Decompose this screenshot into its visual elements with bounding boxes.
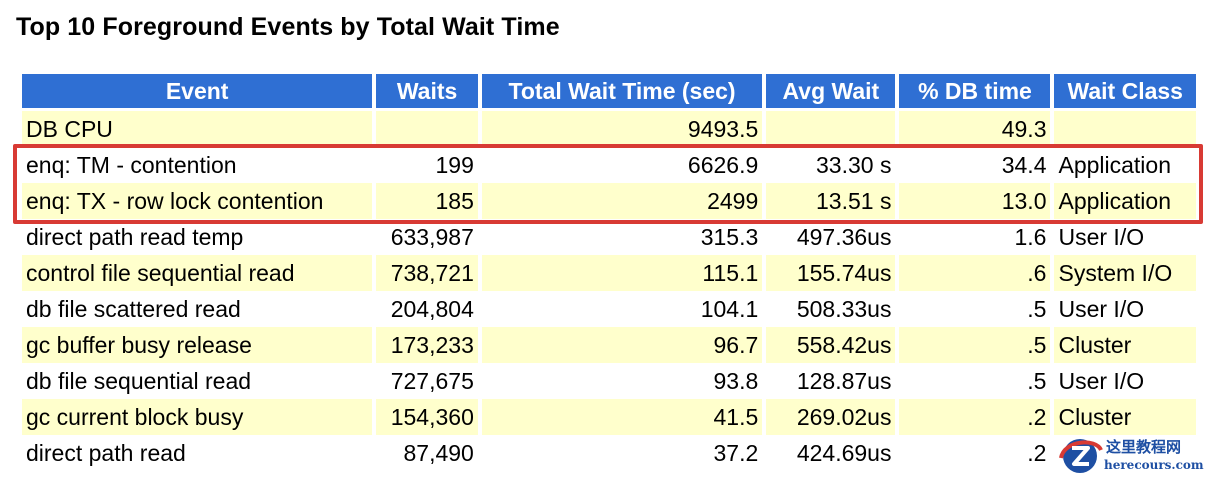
cell-total-wait: 315.3 <box>481 219 763 255</box>
cell-pct-db-time: .2 <box>899 399 1051 435</box>
cell-pct-db-time: .6 <box>899 255 1051 291</box>
cell-avg-wait: 424.69us <box>766 435 896 471</box>
cell-avg-wait: 269.02us <box>766 399 896 435</box>
cell-event: db file scattered read <box>22 291 373 327</box>
cell-event: DB CPU <box>22 111 373 147</box>
table-row: enq: TM - contention 199 6626.9 33.30 s 34.4… <box>22 147 1196 183</box>
cell-wait-class: Cluster <box>1054 399 1196 435</box>
cell-pct-db-time: 34.4 <box>899 147 1051 183</box>
cell-event: control file sequential read <box>22 255 373 291</box>
cell-avg-wait: 33.30 s <box>766 147 896 183</box>
cell-avg-wait: 508.33us <box>766 291 896 327</box>
cell-pct-db-time: .5 <box>899 327 1051 363</box>
col-header-wait-class: Wait Class <box>1054 74 1196 111</box>
cell-pct-db-time: .5 <box>899 363 1051 399</box>
table-row: gc buffer busy release 173,233 96.7 558.42u… <box>22 327 1196 363</box>
cell-waits: 173,233 <box>376 327 478 363</box>
cell-wait-class: Application <box>1054 147 1196 183</box>
cell-wait-class <box>1054 111 1196 147</box>
table-row: direct path read 87,490 37.2 424.69us .2 <box>22 435 1196 471</box>
cell-event: db file sequential read <box>22 363 373 399</box>
cell-pct-db-time: 13.0 <box>899 183 1051 219</box>
report-title: Top 10 Foreground Events by Total Wait T… <box>16 13 560 41</box>
cell-avg-wait: 155.74us <box>766 255 896 291</box>
cell-total-wait: 9493.5 <box>481 111 763 147</box>
table-row: direct path read temp 633,987 315.3 497.36u… <box>22 219 1196 255</box>
cell-waits: 199 <box>376 147 478 183</box>
table-row: control file sequential read 738,721 115.1… <box>22 255 1196 291</box>
cell-avg-wait: 128.87us <box>766 363 896 399</box>
cell-total-wait: 93.8 <box>481 363 763 399</box>
col-header-pct-db-time: % DB time <box>899 74 1051 111</box>
cell-event: enq: TX - row lock contention <box>22 183 373 219</box>
cell-event: enq: TM - contention <box>22 147 373 183</box>
cell-total-wait: 37.2 <box>481 435 763 471</box>
cell-event: gc buffer busy release <box>22 327 373 363</box>
table-row: gc current block busy 154,360 41.5 269.02us… <box>22 399 1196 435</box>
cell-total-wait: 41.5 <box>481 399 763 435</box>
cell-waits: 633,987 <box>376 219 478 255</box>
watermark-text-url: herecours.com <box>1104 458 1204 472</box>
cell-event: direct path read <box>22 435 373 471</box>
cell-total-wait: 96.7 <box>481 327 763 363</box>
cell-wait-class: User I/O <box>1054 363 1196 399</box>
cell-total-wait: 6626.9 <box>481 147 763 183</box>
col-header-waits: Waits <box>376 74 478 111</box>
table-row: db file scattered read 204,804 104.1 508.33… <box>22 291 1196 327</box>
col-header-avg-wait: Avg Wait <box>766 74 896 111</box>
table-row: db file sequential read 727,675 93.8 128.87… <box>22 363 1196 399</box>
cell-pct-db-time: .2 <box>899 435 1051 471</box>
cell-avg-wait: 497.36us <box>766 219 896 255</box>
cell-event: gc current block busy <box>22 399 373 435</box>
cell-avg-wait: 558.42us <box>766 327 896 363</box>
table-row: DB CPU 9493.5 49.3 <box>22 111 1196 147</box>
col-header-event: Event <box>22 74 373 111</box>
cell-pct-db-time: 49.3 <box>899 111 1051 147</box>
cell-avg-wait <box>766 111 896 147</box>
cell-total-wait: 2499 <box>481 183 763 219</box>
cell-waits: 87,490 <box>376 435 478 471</box>
table-row: enq: TX - row lock contention 185 2499 13.5… <box>22 183 1196 219</box>
cell-waits: 727,675 <box>376 363 478 399</box>
logo-icon <box>1059 439 1103 473</box>
cell-waits: 738,721 <box>376 255 478 291</box>
table-header-row: Event Waits Total Wait Time (sec) Avg Wa… <box>22 74 1196 111</box>
wait-events-table: Event Waits Total Wait Time (sec) Avg Wa… <box>18 74 1200 471</box>
cell-wait-class: User I/O <box>1054 219 1196 255</box>
cell-avg-wait: 13.51 s <box>766 183 896 219</box>
watermark-text-cn: 这里教程网 <box>1106 438 1182 456</box>
cell-waits <box>376 111 478 147</box>
cell-event: direct path read temp <box>22 219 373 255</box>
cell-waits: 154,360 <box>376 399 478 435</box>
cell-waits: 204,804 <box>376 291 478 327</box>
cell-total-wait: 104.1 <box>481 291 763 327</box>
cell-waits: 185 <box>376 183 478 219</box>
col-header-total-wait: Total Wait Time (sec) <box>481 74 763 111</box>
cell-pct-db-time: 1.6 <box>899 219 1051 255</box>
cell-pct-db-time: .5 <box>899 291 1051 327</box>
cell-wait-class: Cluster <box>1054 327 1196 363</box>
watermark-logo: 这里教程网 herecours.com <box>1056 434 1206 478</box>
cell-wait-class: System I/O <box>1054 255 1196 291</box>
cell-wait-class: Application <box>1054 183 1196 219</box>
cell-wait-class: User I/O <box>1054 291 1196 327</box>
cell-total-wait: 115.1 <box>481 255 763 291</box>
